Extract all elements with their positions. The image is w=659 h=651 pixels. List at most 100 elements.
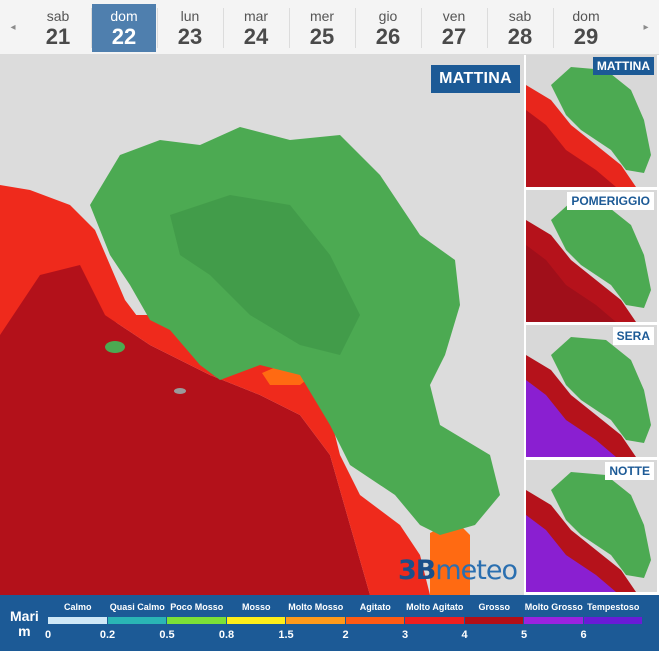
legend-tick-label: 5 (520, 629, 528, 641)
legend-tick-label: 0.2 (99, 629, 116, 641)
day-number: 28 (507, 24, 533, 49)
legend-category-label: Molto Grosso (524, 602, 583, 612)
period-thumbnails: MATTINA POMERIGGIO SERA NOTTE (526, 55, 659, 595)
day-number: 22 (111, 24, 137, 49)
day-tab-gio-26[interactable]: gio 26 (356, 4, 420, 52)
day-separator (289, 8, 290, 48)
thumbnail-label: MATTINA (592, 57, 654, 75)
legend-swatch (226, 617, 285, 624)
thumbnail-land (551, 202, 651, 308)
legend-tick-label: 6 (580, 629, 587, 641)
day-number: 21 (45, 24, 71, 49)
brand-logo-mark: 3B (398, 555, 436, 586)
thumbnail-sea-open (526, 515, 616, 592)
legend-swatch (167, 617, 226, 624)
day-name: sab (46, 8, 70, 24)
legend-swatch (345, 617, 404, 624)
legend-category-label: Calmo (63, 602, 92, 612)
day-separator (355, 8, 356, 48)
period-badge: MATTINA (431, 65, 520, 93)
thumbnail-label: POMERIGGIO (567, 192, 654, 210)
day-number: 25 (309, 24, 335, 49)
prev-day-arrow-icon[interactable]: ◂ (10, 21, 16, 33)
day-name: mar (243, 8, 269, 24)
thumbnail-land (551, 337, 651, 443)
day-name: ven (442, 8, 466, 24)
legend-tick-label: 4 (461, 629, 468, 641)
day-separator (91, 8, 92, 48)
legend-category-label: Grosso (478, 602, 511, 612)
thumbnail-sera[interactable]: SERA (526, 325, 657, 457)
day-separator (421, 8, 422, 48)
thumbnail-map (526, 55, 657, 187)
day-name: sab (508, 8, 532, 24)
legend-tick-label: 2 (342, 629, 349, 641)
day-tab-sab-28[interactable]: sab 28 (488, 4, 552, 52)
day-name: dom (110, 8, 138, 24)
thumbnail-notte[interactable]: NOTTE (526, 460, 657, 592)
day-tab-sab-21[interactable]: sab 21 (26, 4, 90, 52)
day-name: mer (309, 8, 335, 24)
legend-swatch (405, 617, 464, 624)
day-name: dom (572, 8, 600, 24)
thumbnail-sea-open (526, 245, 616, 322)
thumbnail-sea-open (526, 380, 616, 457)
legend-swatch (107, 617, 166, 624)
legend-category-label: Molto Agitato (406, 602, 464, 612)
day-number: 23 (177, 24, 203, 49)
island-capri (174, 388, 186, 394)
island-ischia (105, 341, 125, 353)
legend-category-label: Mosso (241, 602, 271, 612)
legend-title-line1: Mari (10, 608, 39, 624)
thumbnail-label: NOTTE (605, 462, 654, 480)
legend-title: Mari m (10, 609, 39, 639)
legend-swatch (524, 617, 583, 624)
day-tab-dom-22[interactable]: dom 22 (92, 4, 156, 52)
day-separator (157, 8, 158, 48)
day-tab-dom-29[interactable]: dom 29 (554, 4, 618, 52)
day-tab-ven-27[interactable]: ven 27 (422, 4, 486, 52)
legend-tick-label: 3 (401, 629, 409, 641)
thumbnail-map (526, 325, 657, 457)
legend-swatch (464, 617, 523, 624)
day-tab-mer-25[interactable]: mer 25 (290, 4, 354, 52)
legend-swatch (583, 617, 642, 624)
legend-title-unit: m (18, 623, 31, 639)
day-name: lun (180, 8, 200, 24)
legend-category-label: Agitato (359, 602, 391, 612)
day-number: 24 (243, 24, 269, 49)
day-separator (553, 8, 554, 48)
day-separator (487, 8, 488, 48)
legend-tick-label: 0.5 (159, 629, 175, 641)
legend-category-label: Quasi Calmo (109, 602, 165, 612)
legend-category-label: Poco Mosso (170, 602, 224, 612)
legend-swatch (48, 617, 107, 624)
day-number: 29 (573, 24, 599, 49)
legend-tick-label: 1.5 (278, 629, 294, 641)
legend-category-label: Tempestoso (587, 602, 640, 612)
brand-logo: 3Bmeteo (398, 555, 518, 586)
day-name: gio (378, 8, 398, 24)
thumbnail-map (526, 190, 657, 322)
next-day-arrow-icon[interactable]: ▸ (643, 21, 649, 33)
brand-logo-text: meteo (435, 555, 518, 586)
day-selector: ◂ sab 21 dom 22 lun 23 mar 24 mer 25 gio 26 ven 27 sab… (0, 0, 659, 55)
campania-map (0, 55, 524, 595)
thumbnail-land (551, 67, 651, 173)
day-number: 27 (441, 24, 467, 49)
legend-tick-label: 0 (44, 629, 52, 641)
legend-swatch (286, 617, 345, 624)
legend-tick-label: 0.8 (218, 629, 235, 641)
day-tab-mar-24[interactable]: mar 24 (224, 4, 288, 52)
day-tab-lun-23[interactable]: lun 23 (158, 4, 222, 52)
sea-legend: Mari m Calmo Quasi Calmo Poco Mosso Mosso Mo… (0, 595, 659, 651)
thumbnail-land (551, 472, 651, 578)
sea-zone-orange-2 (430, 520, 470, 595)
thumbnail-label: SERA (612, 327, 654, 345)
thumbnail-mattina[interactable]: MATTINA (526, 55, 657, 187)
day-number: 26 (375, 24, 401, 49)
legend-category-label: Molto Mosso (288, 602, 344, 612)
day-separator (223, 8, 224, 48)
thumbnail-pomeriggio[interactable]: POMERIGGIO (526, 190, 657, 322)
main-sea-map: MATTINA 3Bmeteo (0, 55, 524, 595)
